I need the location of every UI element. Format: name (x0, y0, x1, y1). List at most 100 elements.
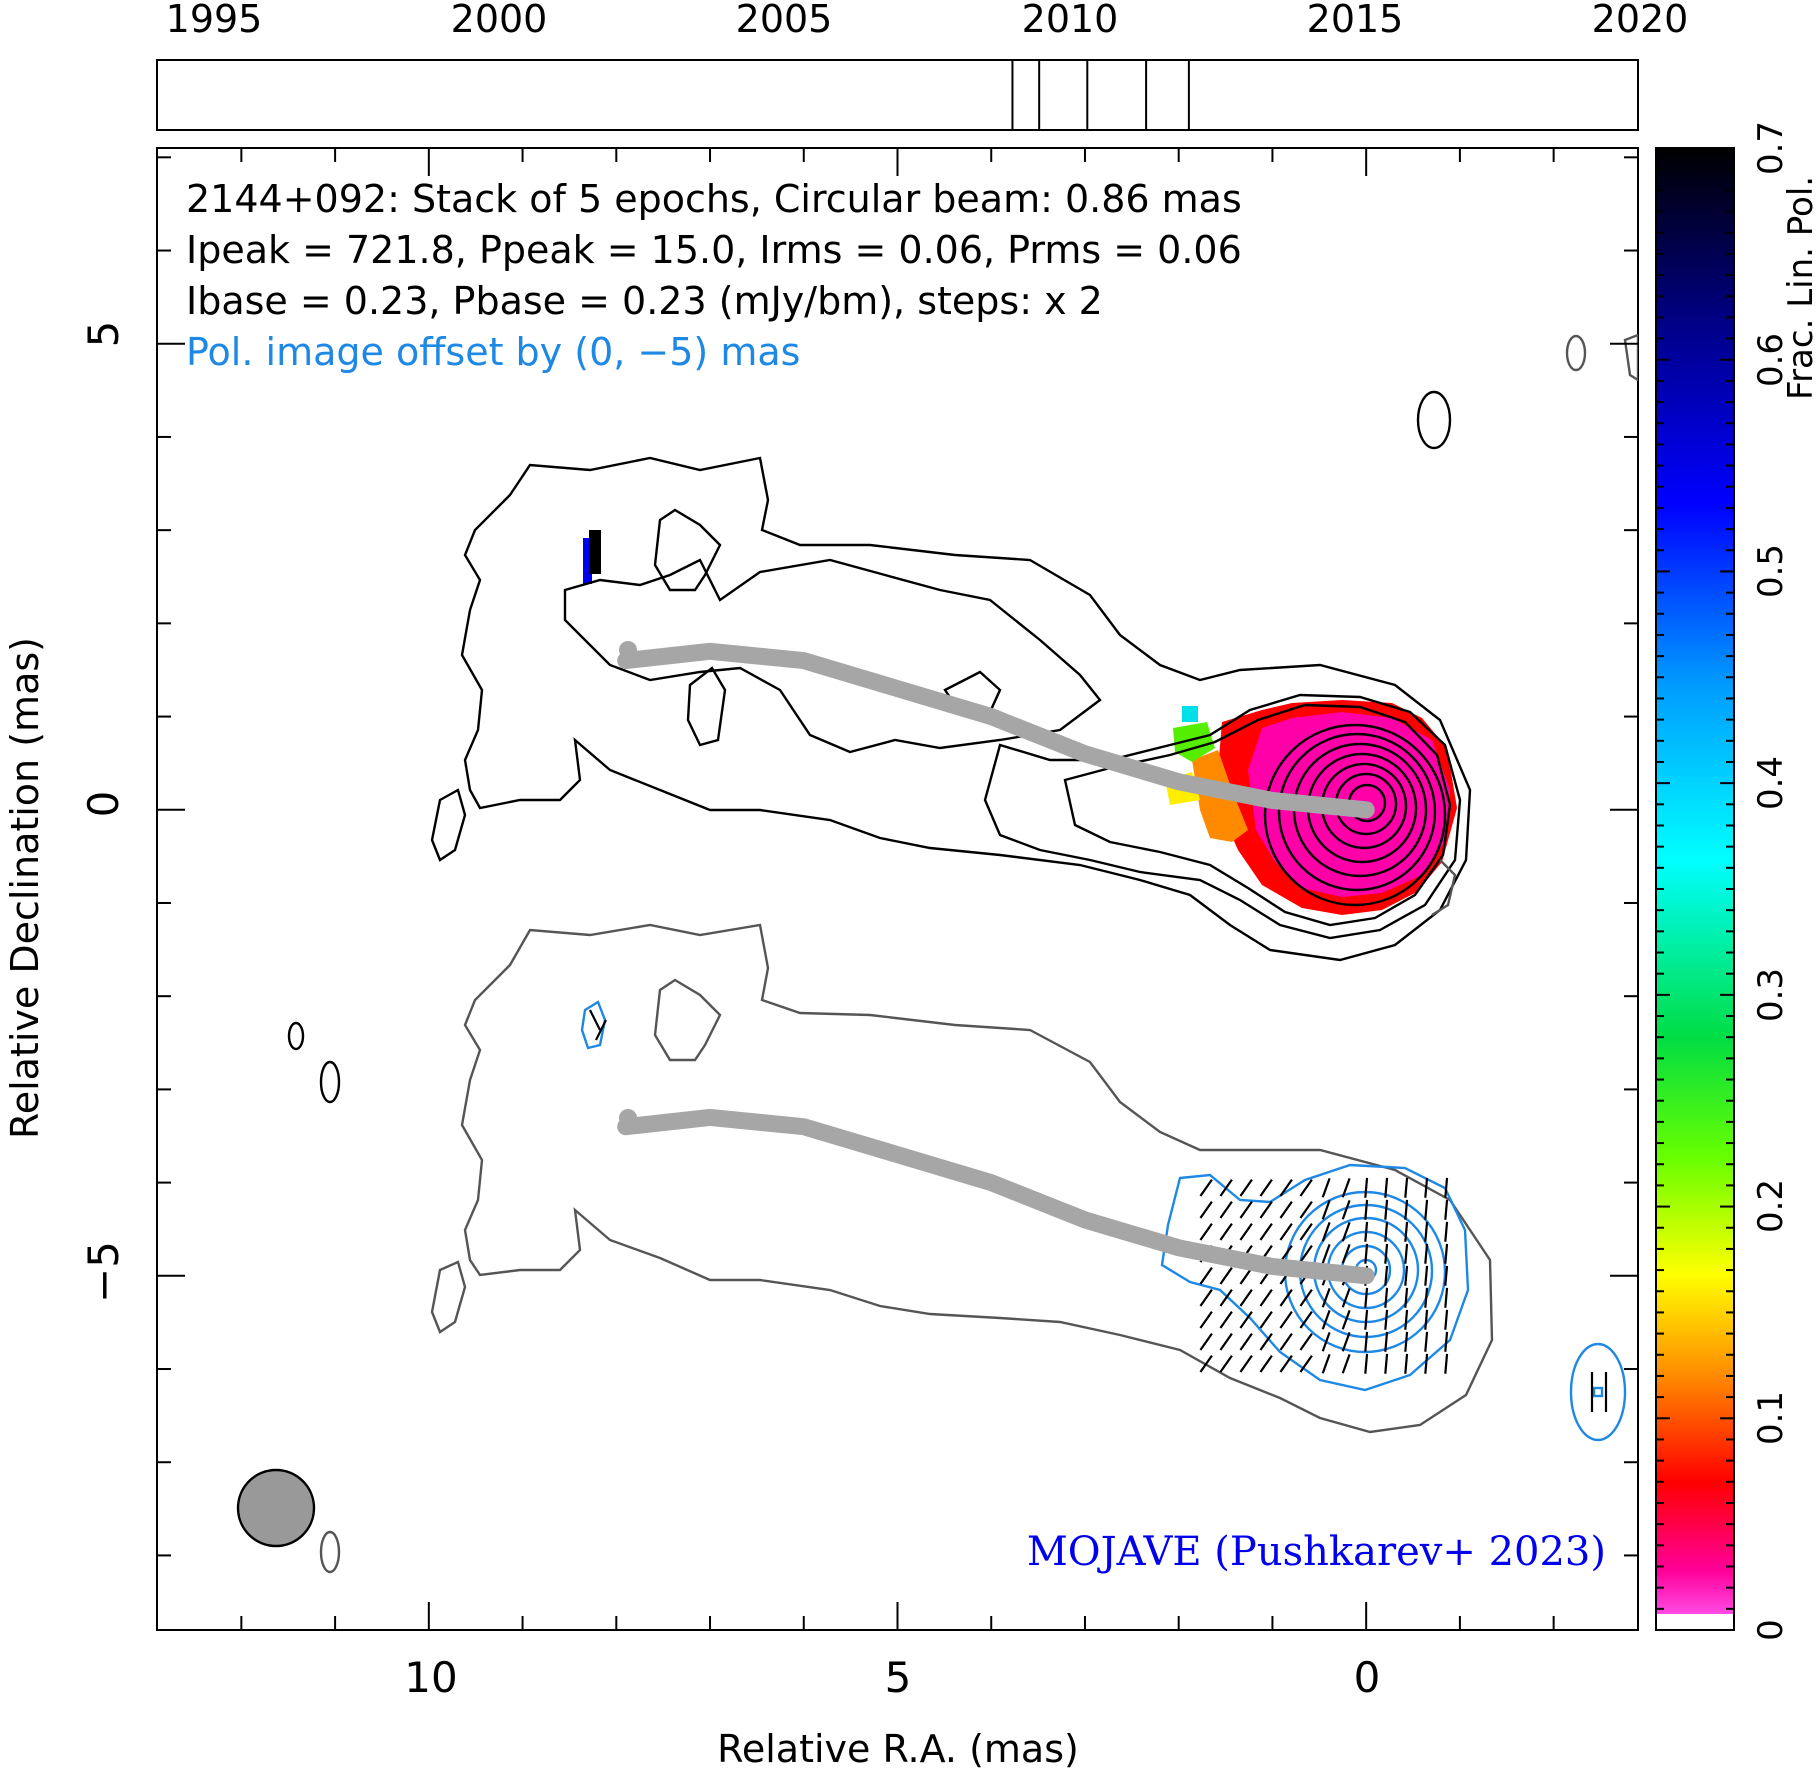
evpa-tick (1341, 1178, 1351, 1198)
y-tick-labels: 5 0 −5 (79, 321, 128, 1303)
evpa-vectors (589, 1009, 1608, 1412)
pol-blue-pixels (583, 538, 592, 584)
evpa-tick (1444, 1221, 1449, 1242)
evpa-tick (1424, 1265, 1429, 1286)
evpa-tick (1199, 1266, 1213, 1285)
timeline-label-1995: 1995 (166, 0, 263, 41)
cb-label-0: 0 (1751, 1619, 1791, 1641)
cb-label-0.3: 0.3 (1751, 968, 1791, 1022)
evpa-tick (1299, 1200, 1313, 1219)
timeline-label-2000: 2000 (451, 0, 548, 41)
evpa-tick (1424, 1243, 1429, 1264)
ridge-start-dot-2 (619, 1109, 637, 1127)
timeline-label-2005: 2005 (736, 0, 833, 41)
evpa-tick (1279, 1200, 1293, 1219)
evpa-tick (1279, 1332, 1293, 1351)
evpa-tick (1299, 1178, 1313, 1197)
evpa-tick (1279, 1310, 1293, 1329)
evpa-tick (1259, 1332, 1273, 1351)
evpa-tick (1321, 1200, 1331, 1220)
evpa-tick (1341, 1222, 1351, 1242)
evpa-tick (1444, 1265, 1449, 1286)
evpa-tick (595, 1019, 607, 1041)
i-contour-5 (1263, 723, 1447, 907)
evpa-tick (1299, 1244, 1313, 1263)
evpa-tick (1239, 1288, 1253, 1307)
evpa-tick (1239, 1200, 1253, 1219)
evpa-tick (589, 1009, 601, 1031)
y-tick-label-5: 5 (79, 321, 128, 348)
timeline-label-2020: 2020 (1592, 0, 1689, 41)
evpa-tick (1404, 1287, 1409, 1308)
x-axis-label: Relative R.A. (mas) (717, 1727, 1079, 1771)
evpa-tick (1444, 1309, 1449, 1330)
evpa-tick (1444, 1243, 1449, 1264)
evpa-tick (1404, 1265, 1409, 1286)
evpa-tick (1321, 1178, 1331, 1198)
evpa-tick (1259, 1354, 1273, 1373)
evpa-tick (1199, 1332, 1213, 1351)
evpa-tick (1444, 1287, 1449, 1308)
evpa-tick (1259, 1200, 1273, 1219)
offset-island-ne (1565, 334, 1587, 372)
evpa-tick (1424, 1177, 1429, 1198)
evpa-tick (1299, 1222, 1313, 1241)
beam-ellipse (236, 1468, 316, 1548)
cb-label-0.6: 0.6 (1751, 333, 1791, 387)
evpa-tick (1384, 1243, 1389, 1264)
evpa-tick (1384, 1309, 1389, 1330)
evpa-tick (1384, 1353, 1389, 1374)
offset-island-1 (430, 1260, 467, 1334)
evpa-tick (1404, 1221, 1409, 1242)
evpa-tick (1404, 1331, 1409, 1352)
evpa-tick (1444, 1353, 1449, 1374)
evpa-tick (1219, 1222, 1233, 1241)
offset-note: Pol. image offset by (0, −5) mas (186, 330, 800, 374)
evpa-tick (1199, 1222, 1213, 1241)
evpa-tick (1219, 1288, 1233, 1307)
credit-label: MOJAVE (Pushkarev+ 2023) (1027, 1529, 1606, 1575)
evpa-tick (1364, 1199, 1369, 1220)
evpa-tick (1364, 1309, 1369, 1330)
evpa-tick (1424, 1353, 1429, 1374)
evpa-tick (1364, 1177, 1369, 1198)
evpa-tick (1299, 1354, 1313, 1373)
evpa-tick (1259, 1310, 1273, 1329)
evpa-tick (1341, 1200, 1351, 1220)
evpa-tick (1259, 1288, 1273, 1307)
y-tick-label-0: 0 (79, 791, 128, 818)
evpa-tick (1239, 1332, 1253, 1351)
timeline-label-2010: 2010 (1022, 0, 1119, 41)
i-contour-6 (1277, 732, 1437, 892)
evpa-tick (1321, 1288, 1331, 1308)
evpa-tick (1384, 1287, 1389, 1308)
evpa-tick (1299, 1288, 1313, 1307)
timeline-box (156, 59, 1639, 131)
evpa-tick (1341, 1288, 1351, 1308)
evpa-tick (1404, 1199, 1409, 1220)
evpa-tick (1444, 1177, 1449, 1198)
evpa-tick (1321, 1244, 1331, 1264)
x-tick-label-0: 0 (1354, 1653, 1381, 1702)
y-tick-label-m5: −5 (79, 1241, 128, 1303)
pol-island-knot (580, 1000, 607, 1050)
evpa-tick (1341, 1310, 1351, 1330)
offset-outer-contour (460, 923, 1494, 1434)
evpa-tick (1424, 1221, 1429, 1242)
evpa-tick (1279, 1354, 1293, 1373)
evpa-tick (1404, 1243, 1409, 1264)
outer-i-contour (460, 456, 1472, 962)
jet-ridge-line (617, 642, 1375, 819)
header-line-1: 2144+092: Stack of 5 epochs, Circular be… (186, 177, 1242, 221)
evpa-tick (1219, 1178, 1233, 1197)
evpa-tick (1384, 1221, 1389, 1242)
colorbar-zero-band (1657, 1614, 1733, 1629)
evpa-tick (1404, 1309, 1409, 1330)
evpa-tick (1299, 1332, 1313, 1351)
pol-island-se-core (1592, 1386, 1604, 1398)
evpa-tick (1321, 1222, 1331, 1242)
offset-island-ne-2 (1623, 333, 1638, 382)
evpa-tick (1219, 1266, 1233, 1285)
offset-island-3 (319, 1530, 341, 1574)
evpa-tick (1239, 1178, 1253, 1197)
